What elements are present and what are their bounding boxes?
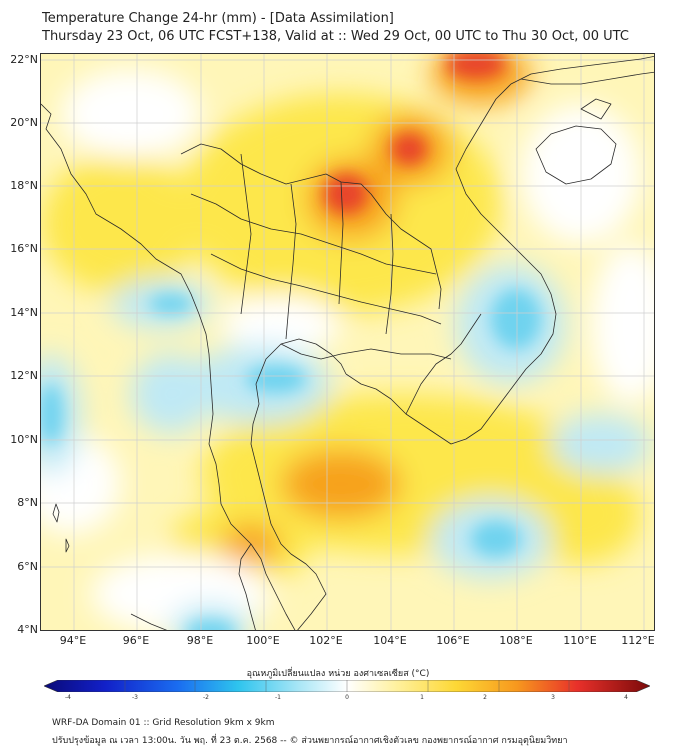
lon-label: 110°E [563, 634, 597, 647]
temperature-field [41, 54, 654, 630]
lon-label: 102°E [309, 634, 343, 647]
footer-domain-info: WRF-DA Domain 01 :: Grid Resolution 9km … [52, 718, 275, 728]
lat-label: 10°N [10, 433, 38, 446]
title-line-2: Thursday 23 Oct, 06 UTC FCST+138, Valid … [42, 29, 629, 44]
lat-label: 6°N [17, 560, 38, 573]
lat-label: 12°N [10, 369, 38, 382]
lon-label: 94°E [59, 634, 87, 647]
lon-label: 106°E [436, 634, 470, 647]
lat-label: 14°N [10, 306, 38, 319]
colorbar-tick: 1 [420, 694, 424, 701]
colorbar-tick: -2 [203, 694, 209, 701]
graticule [41, 54, 654, 630]
colorbar-tick: 0 [345, 694, 349, 701]
lon-label: 112°E [621, 634, 655, 647]
lat-label: 20°N [10, 116, 38, 129]
lon-label: 104°E [373, 634, 407, 647]
colorbar-tick: -1 [275, 694, 281, 701]
lat-label: 8°N [17, 496, 38, 509]
title-line-1: Temperature Change 24-hr (mm) - [Data As… [42, 11, 394, 26]
colorbar [44, 680, 650, 692]
lat-label: 16°N [10, 242, 38, 255]
lat-label: 18°N [10, 179, 38, 192]
coastlines [41, 55, 654, 630]
map-svg [41, 54, 654, 630]
colorbar-tick: -3 [132, 694, 138, 701]
colorbar-tick: 2 [483, 694, 487, 701]
lon-label: 100°E [246, 634, 280, 647]
lon-label: 96°E [122, 634, 150, 647]
colorbar-tick: -4 [65, 694, 71, 701]
lon-label: 108°E [499, 634, 533, 647]
colorbar-title: อุณหภูมิเปลี่ยนแปลง หน่วย องศาเซลเซียส (… [246, 669, 430, 679]
lat-label: 22°N [10, 53, 38, 66]
lon-label: 98°E [186, 634, 214, 647]
temperature-change-map [40, 53, 655, 631]
colorbar-tick: 4 [624, 694, 628, 701]
map-title: Temperature Change 24-hr (mm) - [Data As… [42, 10, 629, 46]
footer-credit: ปรับปรุงข้อมูล ณ เวลา 13:00น. วัน พฤ. ที… [52, 736, 568, 746]
lat-label: 4°N [17, 623, 38, 636]
colorbar-tick: 3 [551, 694, 555, 701]
